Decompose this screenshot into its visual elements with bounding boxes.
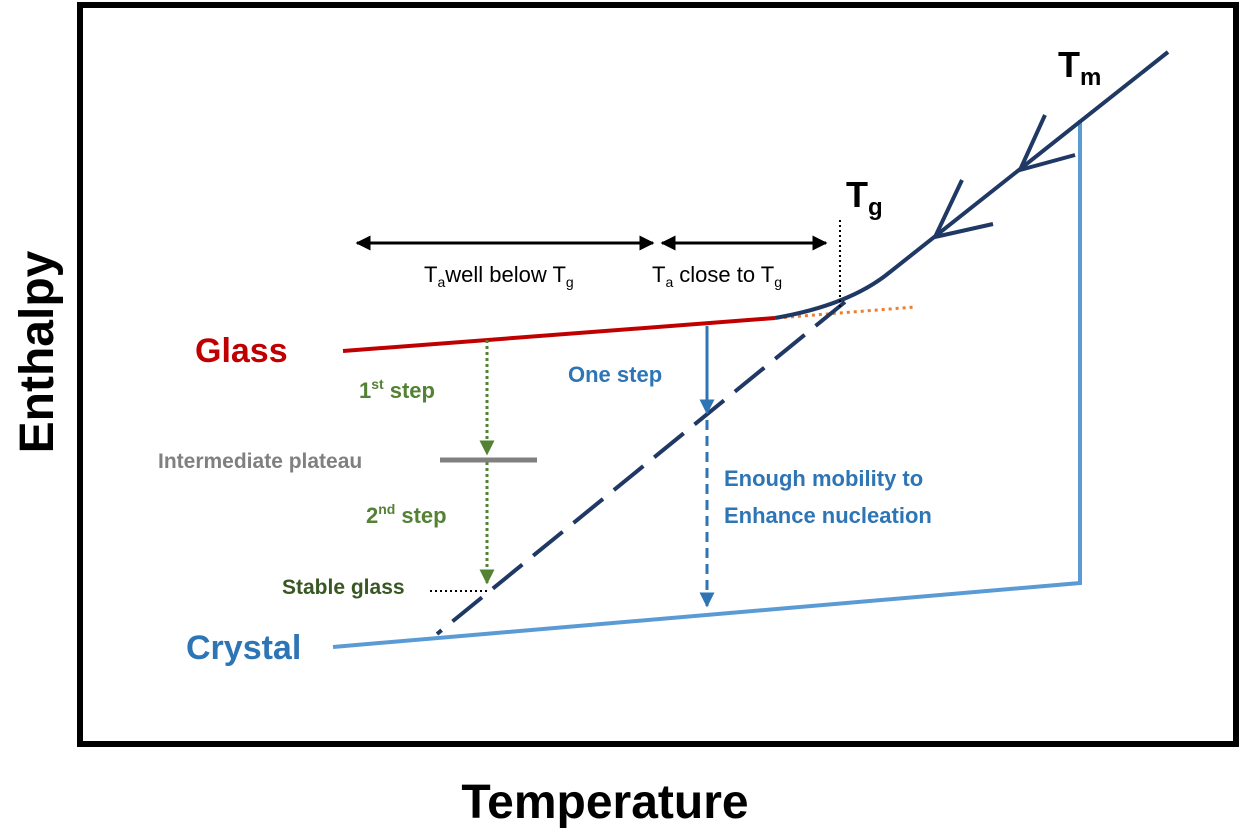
crystal-label: Crystal	[186, 629, 301, 667]
plateau-label: Intermediate plateau	[158, 450, 362, 473]
sub: g	[566, 274, 574, 290]
one-step-label: One step	[568, 362, 662, 387]
tg-label: Tg	[846, 174, 883, 221]
liquid-line	[774, 50, 1170, 320]
glass-extrapolation	[776, 305, 916, 320]
x-axis-label: Temperature	[461, 776, 748, 829]
cooling-arrowhead	[931, 179, 994, 240]
tm-sub: m	[1080, 64, 1101, 91]
t: T	[652, 262, 665, 287]
stable-label: Stable glass	[282, 576, 405, 599]
t: step	[401, 503, 446, 528]
glass-label: Glass	[195, 332, 288, 370]
t: T	[424, 262, 437, 287]
num: 1	[359, 378, 371, 403]
tm-label: Tm	[1058, 44, 1101, 91]
tm-base: T	[1058, 44, 1080, 85]
sup: nd	[378, 501, 395, 517]
second-step-label: 2nd step	[366, 501, 447, 528]
tg-sub: g	[868, 194, 883, 221]
supercooled-liquid-line	[435, 300, 847, 636]
first-step-label: 1st step	[359, 376, 435, 403]
mobility-label: Enough mobility to	[724, 466, 923, 491]
sub: g	[774, 274, 782, 290]
crystal-line	[332, 120, 1082, 649]
sup: st	[371, 376, 384, 392]
t: step	[390, 378, 435, 403]
t: close to T	[679, 262, 774, 287]
glass-line	[342, 316, 776, 353]
y-axis-label: Enthalpy	[11, 250, 64, 453]
num: 2	[366, 503, 378, 528]
cooling-arrowhead	[1016, 114, 1076, 174]
sub: a	[437, 274, 445, 290]
tg-base: T	[846, 174, 868, 215]
sub: a	[665, 274, 673, 290]
well-below-label: Tawell below Tg	[424, 262, 574, 290]
mobility-label: Enhance nucleation	[724, 503, 932, 528]
frame	[77, 2, 1239, 747]
t: well below T	[444, 262, 566, 287]
close-to-label: Ta close to Tg	[652, 262, 782, 290]
